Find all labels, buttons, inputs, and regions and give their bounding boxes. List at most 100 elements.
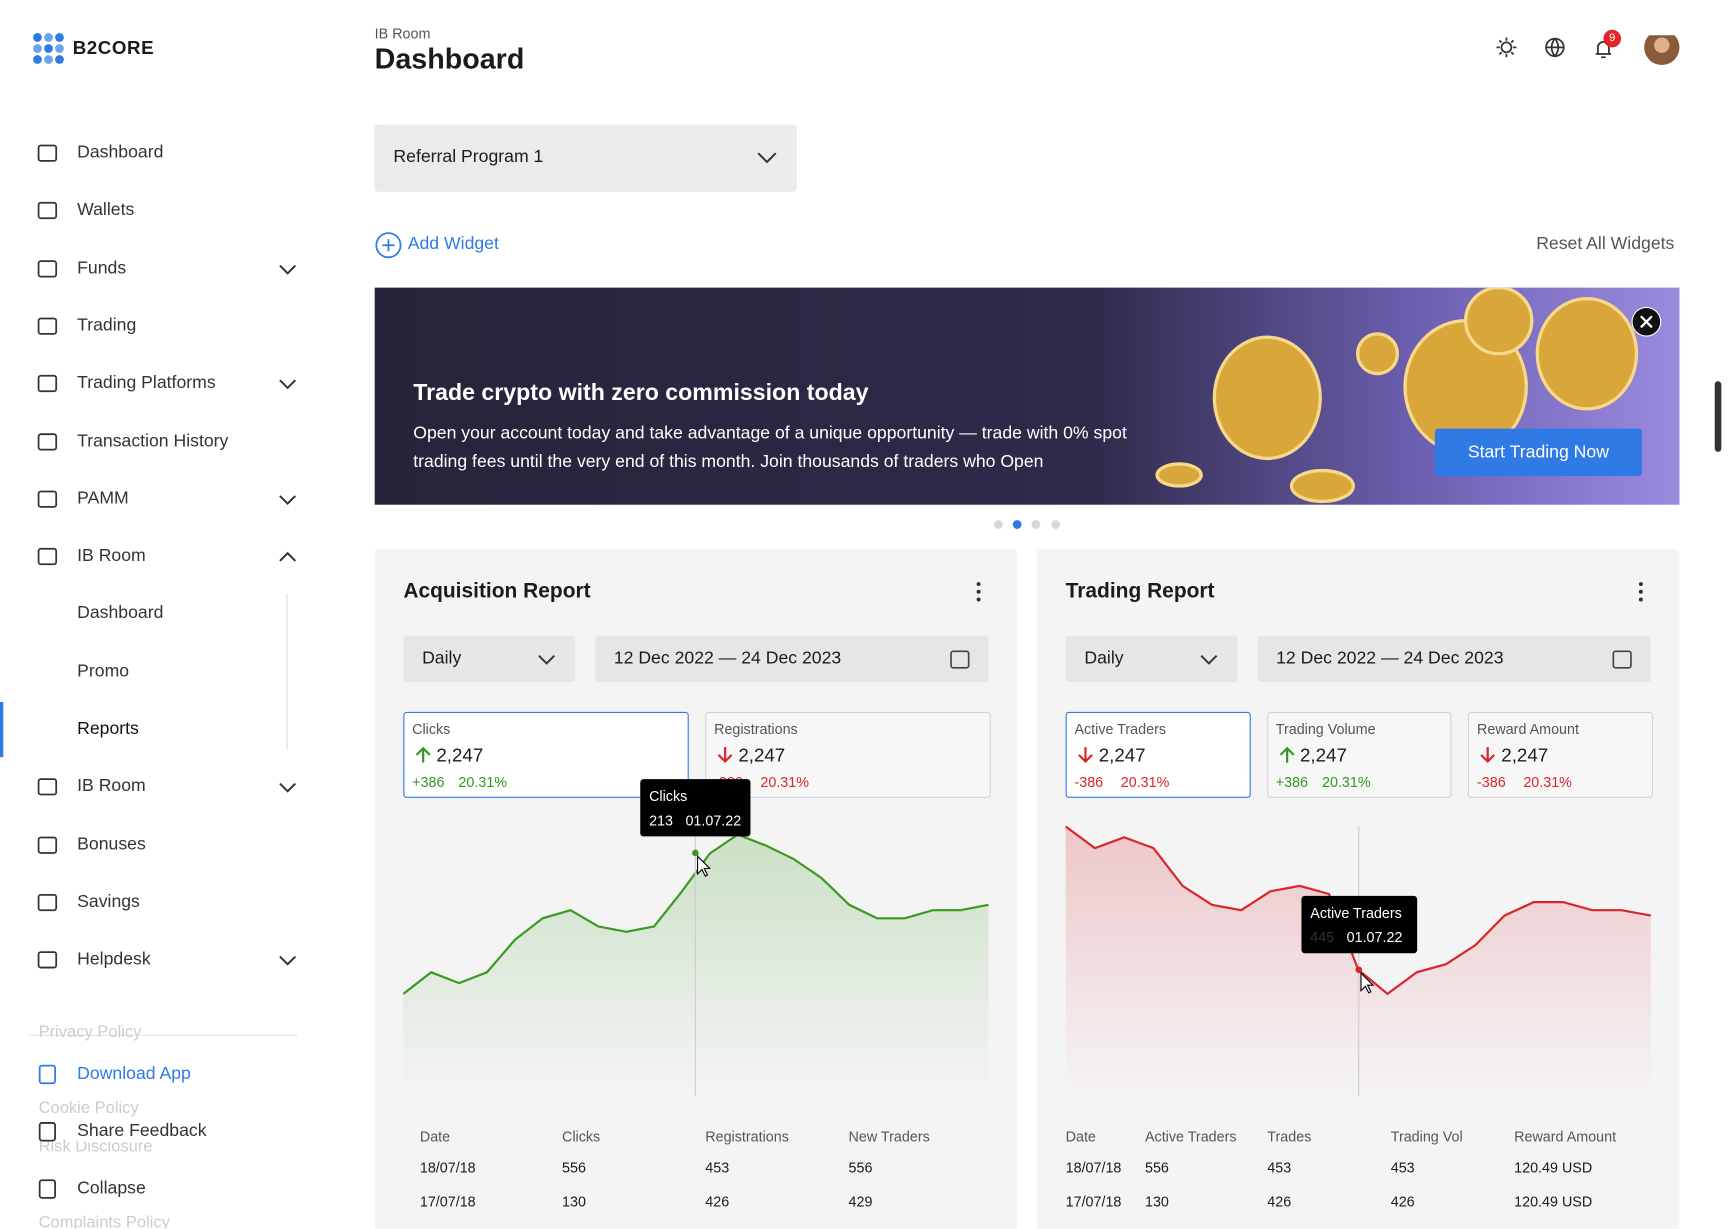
banner-button[interactable]: Start Trading Now [1434,428,1642,477]
table-cell: 120.49 USD [1514,1159,1593,1176]
metric-label: Registrations [714,720,798,738]
metric-value: 2,247 [1098,744,1146,766]
date-range-label: 12 Dec 2022 — 24 Dec 2023 [613,649,842,668]
metric-card[interactable] [1266,711,1452,798]
bottom-link[interactable]: Share Feedback [77,1121,207,1142]
menu-item[interactable]: Bonuses [77,834,146,854]
table-header: Registrations [705,1128,789,1145]
metric-change: +386 [1275,773,1309,791]
submenu-item[interactable]: Dashboard [77,604,164,624]
banner-text: Open your account today and take advanta… [413,424,1127,472]
menu-item[interactable]: Funds [77,258,127,278]
carousel-dots[interactable] [992,518,1063,531]
metric-card[interactable] [1065,711,1251,798]
icon-shape [37,836,58,854]
table-cell: 17/07/18 [1065,1193,1122,1210]
arrow [1279,746,1295,763]
date-range[interactable] [1257,635,1651,683]
dot [976,597,981,602]
period-select[interactable] [1065,635,1238,683]
metric-value: 2,247 [738,744,786,766]
bottom-link[interactable]: Download App [77,1064,191,1085]
faded-link[interactable]: Complaints Policy [38,1213,170,1229]
breadcrumb: IB Room [374,25,431,42]
menu-icon [37,317,58,335]
metric-change: -386 [1074,773,1104,791]
submenu-item[interactable]: Promo [77,661,130,681]
metric-card[interactable] [1468,711,1653,798]
table-cell: 120.49 USD [1514,1193,1593,1210]
menu-item[interactable]: IB Room [77,546,146,566]
submenu-rail [286,594,288,751]
menu-item[interactable]: Savings [77,892,140,912]
table-cell: 429 [848,1193,873,1210]
menu-item[interactable]: Helpdesk [77,950,151,969]
chevron-path [538,654,556,665]
scrollbar [1714,381,1722,452]
metric-label: Reward Amount [1477,720,1579,738]
menu-icon [37,144,58,162]
card-menu [976,582,981,602]
table-cell: 426 [705,1193,730,1210]
icon-shape [37,375,58,393]
icon-shape [37,432,58,450]
menu-item[interactable]: Wallets [77,200,135,220]
metric-percent: 20.31% [760,773,809,791]
period-select[interactable] [403,635,576,683]
add-icon[interactable] [375,231,403,259]
notification-badge: 9 [1603,29,1622,48]
table-cell: 426 [1390,1193,1415,1210]
program-label: Referral Program 1 [393,147,544,167]
header-icons[interactable] [1494,35,1692,75]
chevron-path [279,379,297,390]
logo [33,33,64,64]
date-range[interactable] [595,635,989,683]
table-cell: 130 [1144,1193,1169,1210]
tooltip-date: 01.07.22 [685,812,742,829]
chevron-path [279,956,297,966]
menu-icon [37,490,58,508]
icon-shape [1612,650,1632,669]
table-header: Trades [1267,1128,1312,1145]
menu-item[interactable]: PAMM [77,489,129,508]
table-cell: 453 [1267,1159,1292,1176]
add-widget[interactable]: Add Widget [407,234,499,254]
menu-icon [37,778,58,796]
faded-link[interactable]: Cookie Policy [38,1098,139,1118]
metric-value: 2,247 [1501,744,1549,766]
menu-item[interactable]: IB Room [77,777,146,796]
menu-item[interactable]: Dashboard [77,143,164,162]
calendar-icon [1612,650,1632,669]
faded-link[interactable]: Privacy Policy [38,1022,142,1042]
menu-item[interactable]: Transaction History [77,431,229,451]
faded-link[interactable]: Risk Disclosure [38,1137,153,1156]
period-label: Daily [1084,649,1124,668]
dot [1638,582,1643,587]
menu-item[interactable]: Trading Platforms [77,373,216,393]
chevron [279,783,297,793]
metric-percent: 20.31% [1523,773,1572,791]
metric-percent: 20.31% [1322,773,1371,791]
metric-change: +386 [412,773,445,791]
page-title: Dashboard [374,41,525,75]
tooltip-label: Clicks [649,787,688,805]
icon-shape [38,1179,56,1199]
metric-value: 2,247 [1299,744,1347,766]
menu-icon [37,836,58,854]
metric-card[interactable] [705,711,991,798]
tooltip-date: 01.07.22 [1346,928,1403,946]
table-cell: 130 [562,1193,586,1210]
table-header: Clicks [562,1128,601,1145]
icon-shape [37,144,58,162]
table-cell: 453 [705,1159,730,1176]
menu-item[interactable]: Trading [77,316,137,335]
bottom-link[interactable]: Collapse [77,1179,146,1199]
submenu-item[interactable]: Reports [77,719,139,739]
program-select[interactable] [374,124,797,192]
banner-close[interactable] [1631,306,1662,337]
arrow [1078,747,1093,764]
dot [1638,589,1643,594]
reset-widgets[interactable]: Reset All Widgets [1536,234,1675,254]
